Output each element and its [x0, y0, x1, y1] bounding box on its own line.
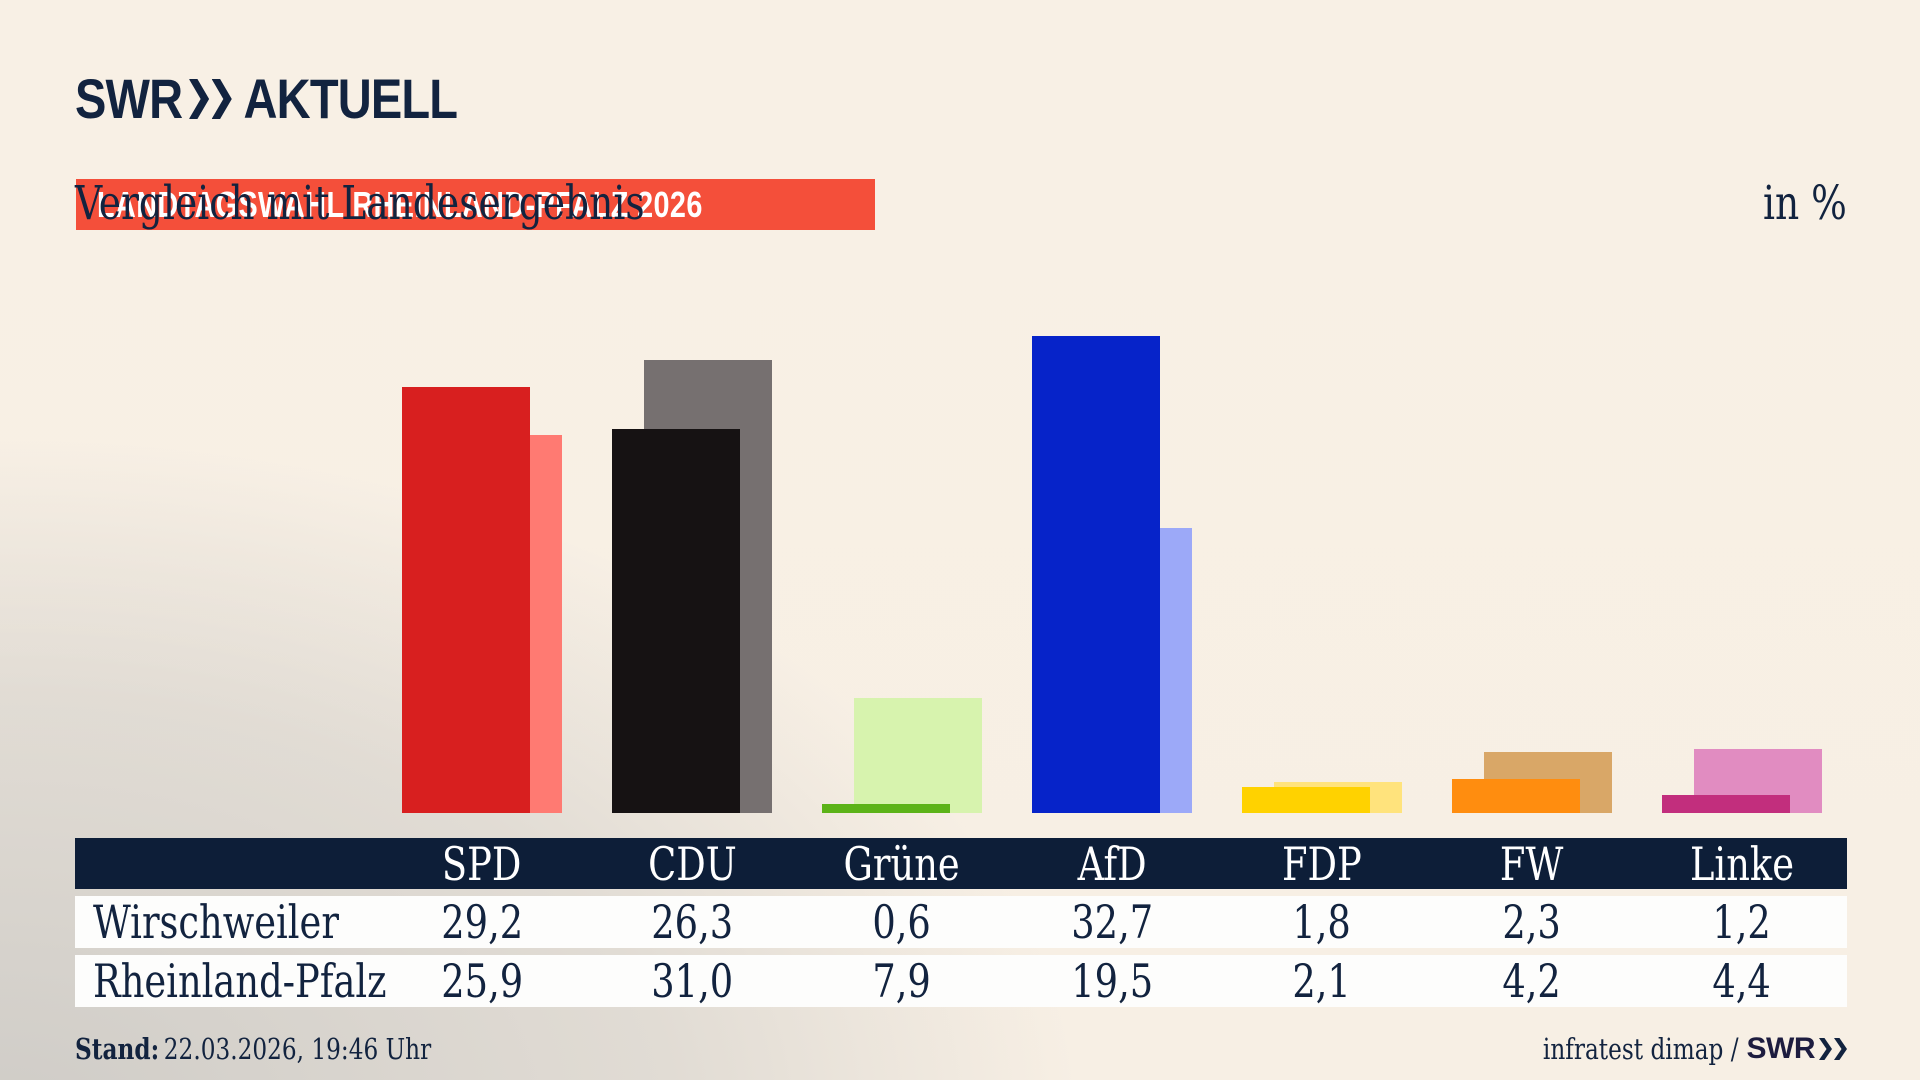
value-rlp-afd: 19,5: [1071, 954, 1153, 1008]
bar-grüne-rheinland-pfalz: [854, 698, 982, 813]
chart-title: Vergleich mit Landesergebnis: [75, 176, 645, 231]
value-wirschweiler-afd: 32,7: [1071, 895, 1153, 949]
logo-brand: SWR: [75, 67, 183, 130]
table-header-fw: FW: [1500, 836, 1564, 891]
value-wirschweiler-linke: 1,2: [1712, 895, 1772, 949]
bar-fw-wirschweiler: [1452, 779, 1580, 813]
table-header-linke: Linke: [1689, 836, 1794, 891]
timestamp-value: 22.03.2026, 19:46 Uhr: [163, 1032, 432, 1066]
table-header-row: SPD CDU Grüne AfD FDP FW Linke: [75, 838, 1847, 889]
table-row-wirschweiler: Wirschweiler 29,2 26,3 0,6 32,7 1,8 2,3 …: [75, 896, 1847, 948]
value-rlp-spd: 25,9: [441, 954, 523, 1008]
bar-grüne-wirschweiler: [822, 804, 950, 813]
value-wirschweiler-gruene: 0,6: [872, 895, 932, 949]
row-label: Rheinland-Pfalz: [93, 954, 387, 1008]
election-badge: LANDTAGSWAHL RHEINLAND-PFALZ 2026: [76, 179, 876, 230]
value-wirschweiler-fw: 2,3: [1502, 895, 1562, 949]
value-rlp-linke: 4,4: [1712, 954, 1772, 1008]
unit-label: in %: [1763, 176, 1847, 231]
source-brand: SWR: [1746, 1032, 1816, 1065]
swr-double-chevron-icon: [188, 79, 232, 119]
swr-double-chevron-icon-small: [1819, 1038, 1847, 1060]
table-header-spd: SPD: [442, 836, 522, 891]
timestamp: Stand: 22.03.2026, 19:46 Uhr: [75, 1032, 520, 1066]
table-header-afd: AfD: [1077, 836, 1147, 891]
table-header-fdp: FDP: [1282, 836, 1362, 891]
value-rlp-fdp: 2,1: [1292, 954, 1352, 1008]
timestamp-label: Stand:: [75, 1032, 160, 1066]
bar-fdp-wirschweiler: [1242, 787, 1370, 813]
value-rlp-fw: 4,2: [1502, 954, 1562, 1008]
source-text: infratest dimap /: [1542, 1032, 1739, 1066]
source-credit: infratest dimap / SWR: [1494, 1032, 1847, 1066]
bar-linke-wirschweiler: [1662, 795, 1790, 813]
bar-afd-wirschweiler: [1032, 336, 1160, 813]
logo-product: AKTUELL: [243, 67, 458, 130]
value-rlp-cdu: 31,0: [651, 954, 733, 1008]
bar-cdu-wirschweiler: [612, 429, 740, 813]
table-header-gruene: Grüne: [843, 836, 961, 891]
value-wirschweiler-cdu: 26,3: [651, 895, 733, 949]
row-label: Wirschweiler: [93, 895, 339, 949]
table-header-cdu: CDU: [647, 836, 737, 891]
swr-aktuell-logo: SWR AKTUELL: [75, 67, 458, 130]
value-rlp-gruene: 7,9: [872, 954, 932, 1008]
value-wirschweiler-spd: 29,2: [441, 895, 523, 949]
bar-spd-wirschweiler: [402, 387, 530, 813]
table-row-rheinland-pfalz: Rheinland-Pfalz 25,9 31,0 7,9 19,5 2,1 4…: [75, 955, 1847, 1007]
election-badge-label: LANDTAGSWAHL RHEINLAND-PFALZ 2026: [97, 183, 703, 225]
value-wirschweiler-fdp: 1,8: [1292, 895, 1352, 949]
